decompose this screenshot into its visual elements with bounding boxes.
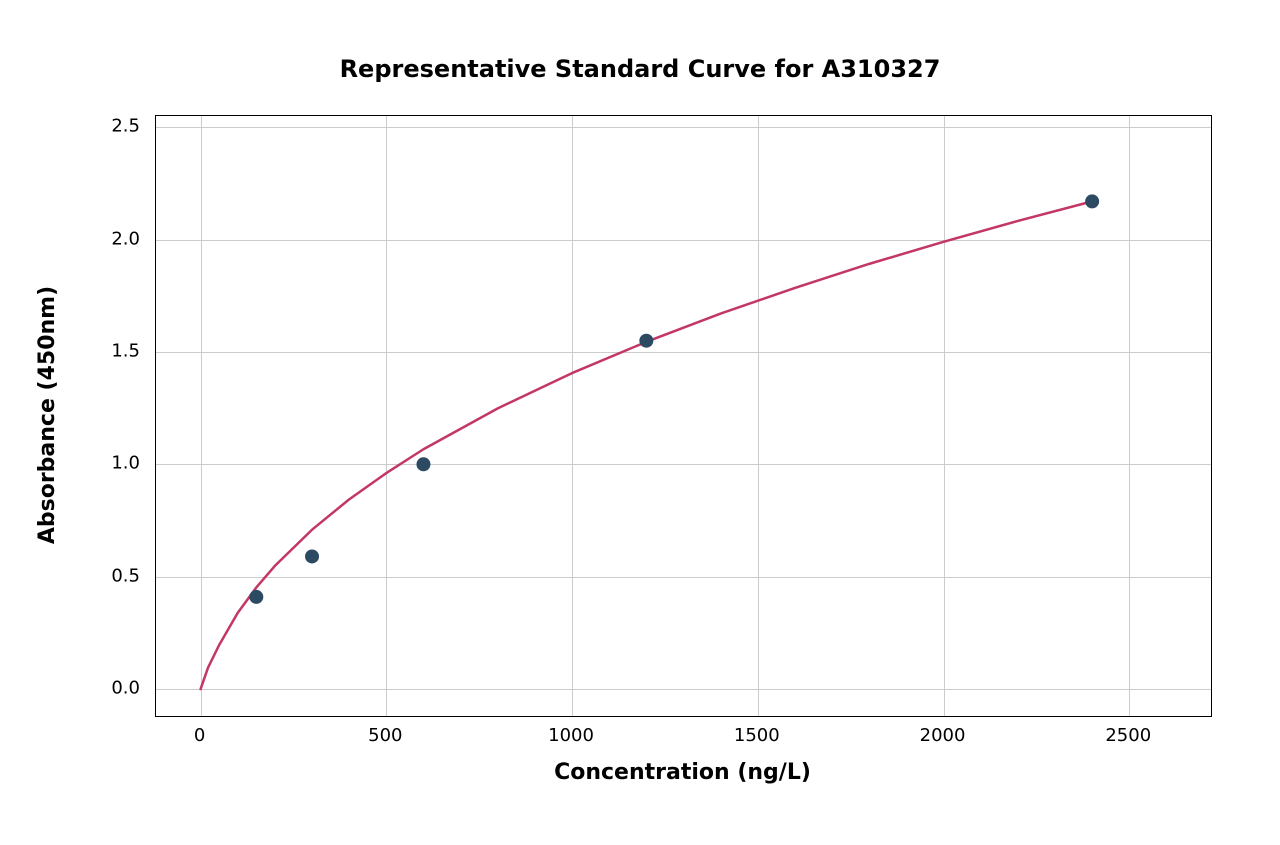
data-point [639,334,653,348]
x-tick-label: 0 [194,725,205,746]
data-point [305,549,319,563]
y-axis-label: Absorbance (450nm) [35,286,60,544]
data-point [249,590,263,604]
y-tick-label: 0.5 [90,565,140,586]
plot-svg [156,116,1211,716]
fit-curve [201,201,1093,689]
data-point [1085,194,1099,208]
y-tick-label: 1.0 [90,453,140,474]
x-tick-label: 2500 [1105,725,1151,746]
chart-figure: Representative Standard Curve for A31032… [0,0,1280,845]
y-tick-label: 2.5 [90,116,140,137]
x-tick-label: 500 [368,725,402,746]
data-point [416,457,430,471]
x-tick-label: 1500 [734,725,780,746]
x-axis-label: Concentration (ng/L) [554,760,811,785]
plot-area [155,115,1212,717]
chart-title: Representative Standard Curve for A31032… [0,55,1280,83]
y-tick-label: 1.5 [90,340,140,361]
x-tick-label: 1000 [548,725,594,746]
y-tick-label: 0.0 [90,678,140,699]
x-tick-label: 2000 [920,725,966,746]
y-tick-label: 2.0 [90,228,140,249]
